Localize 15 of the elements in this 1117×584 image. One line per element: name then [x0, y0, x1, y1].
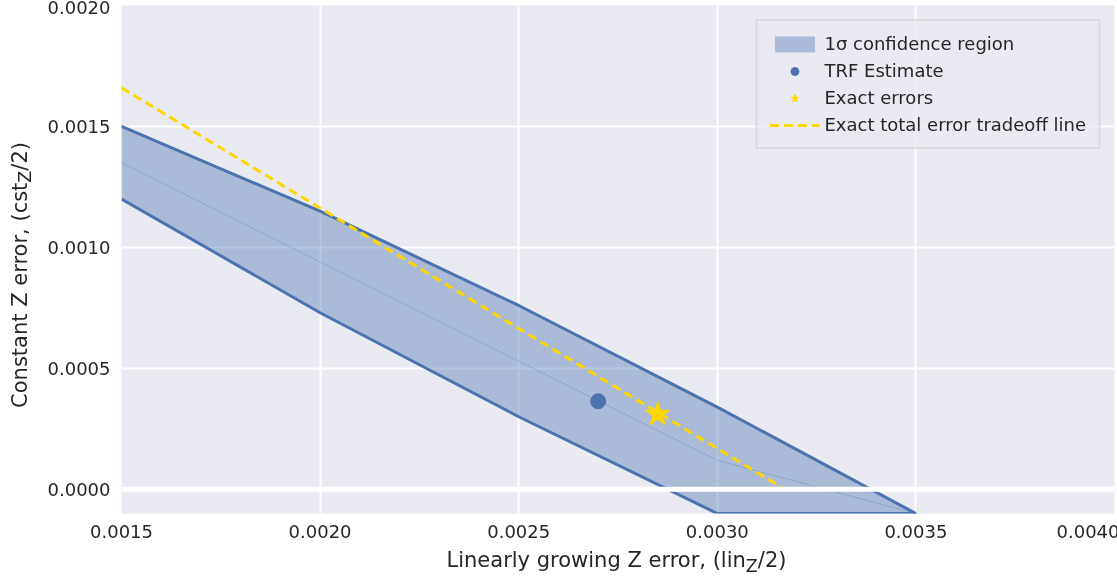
legend-label: Exact total error tradeoff line	[824, 114, 1086, 135]
y-tick-label: 0.0015	[47, 115, 111, 137]
y-tick-label: 0.0000	[47, 478, 111, 500]
x-tick-label: 0.0025	[487, 520, 551, 542]
x-tick-label: 0.0015	[90, 520, 153, 542]
x-tick-label: 0.0030	[685, 520, 749, 542]
legend-label: TRF Estimate	[824, 60, 944, 81]
y-tick-label: 0.0010	[47, 236, 111, 258]
x-tick-label: 0.0035	[884, 520, 948, 542]
y-tick-label: 0.0020	[47, 0, 111, 18]
x-tick-label: 0.0020	[288, 520, 352, 542]
x-axis-title: Linearly growing Z error, (lin$_{Z}$/2)	[446, 547, 787, 579]
legend-label: Exact errors	[824, 87, 934, 108]
legend-label: 1σ confidence region	[824, 33, 1015, 54]
y-tick-label: 0.0005	[47, 357, 111, 379]
